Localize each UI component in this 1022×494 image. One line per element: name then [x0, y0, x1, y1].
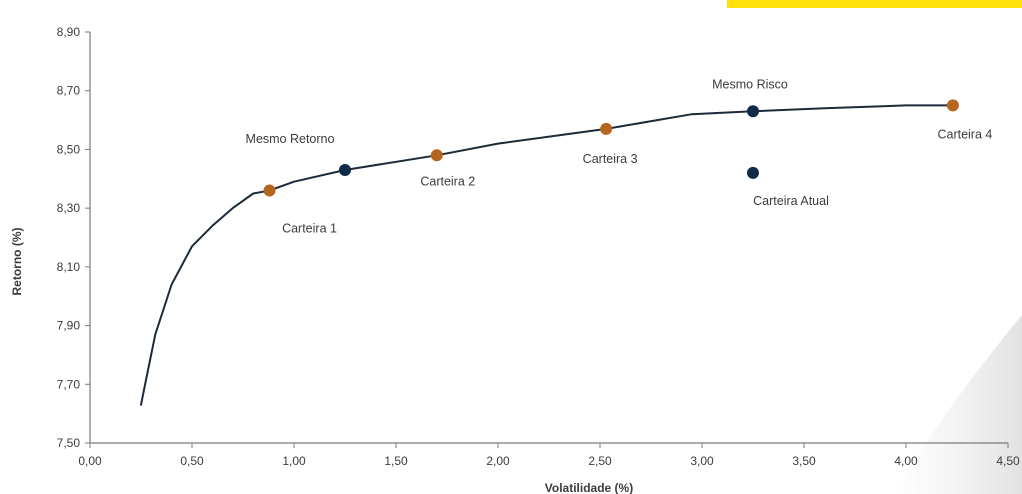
- x-tick-label: 4,00: [894, 454, 918, 468]
- x-tick-label: 1,50: [384, 454, 408, 468]
- y-tick-label: 8,30: [57, 201, 81, 215]
- x-tick-label: 3,00: [690, 454, 714, 468]
- y-tick-label: 7,90: [57, 319, 81, 333]
- portfolio-point-carteira-4: [946, 99, 959, 112]
- x-tick-label: 2,50: [588, 454, 612, 468]
- header-accent-bar: [727, 0, 1022, 8]
- y-tick-label: 7,70: [57, 377, 81, 391]
- x-tick-label: 2,00: [486, 454, 510, 468]
- y-tick-label: 8,50: [57, 142, 81, 156]
- portfolio-point-mesmo-risco: [747, 105, 759, 118]
- x-axis-title: Volatilidade (%): [545, 481, 633, 494]
- x-tick-label: 0,00: [78, 454, 102, 468]
- x-tick-label: 3,50: [792, 454, 816, 468]
- portfolio-label-carteira-2: Carteira 2: [420, 174, 475, 188]
- portfolio-label-carteira-1: Carteira 1: [282, 222, 337, 236]
- y-tick-label: 7,50: [57, 436, 81, 450]
- background-swoosh: [895, 315, 1022, 494]
- portfolio-label-carteira-4: Carteira 4: [937, 127, 992, 141]
- y-tick-label: 8,70: [57, 84, 81, 98]
- portfolio-point-carteira-3: [600, 122, 613, 135]
- portfolio-point-carteira-2: [430, 149, 443, 162]
- portfolio-label-mesmo-retorno: Mesmo Retorno: [246, 132, 335, 146]
- portfolio-label-mesmo-risco: Mesmo Risco: [712, 77, 788, 91]
- y-tick-label: 8,90: [57, 25, 81, 39]
- x-tick-label: 1,00: [282, 454, 306, 468]
- y-axis-title: Retorno (%): [10, 228, 24, 296]
- x-tick-label: 4,50: [996, 454, 1020, 468]
- x-tick-label: 0,50: [180, 454, 204, 468]
- portfolio-point-mesmo-retorno: [339, 163, 351, 176]
- portfolio-label-carteira-atual: Carteira Atual: [753, 194, 829, 208]
- y-tick-label: 8,10: [57, 260, 81, 274]
- efficient-frontier-line: [140, 104, 954, 406]
- portfolio-point-carteira-atual: [747, 166, 759, 179]
- portfolio-label-carteira-3: Carteira 3: [583, 152, 638, 166]
- portfolio-point-carteira-1: [263, 184, 276, 197]
